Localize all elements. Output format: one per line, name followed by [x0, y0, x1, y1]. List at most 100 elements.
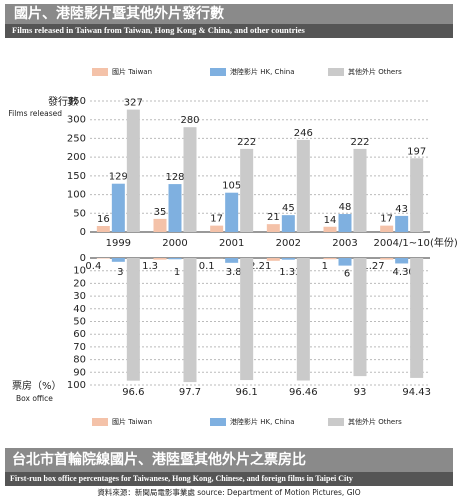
legend-label: 其他外片 Others	[348, 417, 402, 426]
bar	[153, 258, 167, 260]
y-tick-label: 200	[67, 152, 86, 163]
bar	[225, 192, 239, 232]
subtitle-band	[5, 472, 453, 486]
legend-label: 港陸影片 HK, China	[230, 417, 295, 426]
value-label: 48	[339, 202, 352, 213]
bar	[338, 214, 352, 232]
bar	[410, 258, 424, 378]
x-tick-label: 2004/1~10	[374, 238, 430, 249]
value-label: 105	[222, 181, 241, 192]
chart-title: 台北市首輪院線國片、港陸暨其他外片之票房比	[12, 451, 306, 468]
value-label: 1.33	[279, 267, 301, 278]
x-tick-label: 2001	[219, 238, 244, 249]
legend-swatch	[92, 418, 108, 426]
value-label: 16	[97, 214, 110, 225]
bar	[111, 258, 125, 262]
value-label: 197	[407, 146, 426, 157]
y-label: 票房（%）	[12, 379, 62, 392]
value-label: 1	[174, 267, 180, 278]
x-tick-label: 2002	[276, 238, 301, 249]
legend-swatch	[210, 68, 226, 76]
bar	[410, 158, 424, 232]
bar	[395, 258, 409, 264]
x-tick-label: 2000	[162, 238, 187, 249]
bar	[111, 183, 125, 232]
bar	[183, 258, 197, 383]
source: 資料來源：新聞局電影事業處 source: Department of Moti…	[97, 487, 360, 497]
y-tick-label: 150	[67, 171, 86, 182]
value-label: 6	[344, 269, 350, 280]
legend-swatch	[210, 418, 226, 426]
value-label: 93	[354, 387, 367, 398]
title-band	[5, 448, 453, 472]
value-label: 14	[324, 215, 337, 226]
value-label: 1	[322, 261, 328, 272]
legend-swatch	[328, 68, 344, 76]
bar	[323, 226, 337, 232]
chart-subtitle: Films released in Taiwan from Taiwan, Ho…	[12, 25, 306, 35]
legend-swatch	[92, 68, 108, 76]
value-label: 17	[210, 214, 223, 225]
y-tick-label: 350	[67, 96, 86, 107]
value-label: 1.27	[362, 261, 384, 272]
bar	[296, 258, 310, 381]
value-label: 35	[154, 207, 167, 218]
value-label: 246	[294, 128, 313, 139]
y-tick-label: 250	[67, 133, 86, 144]
bar	[266, 224, 280, 232]
value-label: 96.6	[122, 387, 144, 398]
value-label: 94.43	[402, 387, 431, 398]
y-tick-label: 80	[73, 355, 86, 366]
value-label: 280	[180, 115, 199, 126]
value-label: 128	[165, 172, 184, 183]
y-tick-label: 300	[67, 115, 86, 126]
value-label: 1.3	[142, 261, 158, 272]
value-label: 222	[237, 137, 256, 148]
bar	[323, 258, 337, 260]
subtitle-band	[5, 24, 453, 38]
y-tick-label: 40	[73, 304, 86, 315]
value-label: 3	[117, 267, 123, 278]
bar	[380, 258, 394, 260]
value-label: 129	[109, 172, 128, 183]
chart-subtitle: First-run box office percentages for Tai…	[10, 474, 353, 483]
bar	[126, 258, 140, 381]
bar	[353, 258, 367, 377]
bar	[296, 139, 310, 232]
y-label-en: Box office	[16, 394, 53, 403]
legend-label: 國片 Taiwan	[112, 67, 152, 76]
legend-label: 港陸影片 HK, China	[230, 67, 295, 76]
x-tick-label: 1999	[106, 238, 131, 249]
bar	[225, 258, 239, 263]
y-tick-label: 0	[80, 253, 86, 264]
bar	[183, 127, 197, 232]
value-label: 4.30	[393, 267, 415, 278]
value-label: 97.7	[179, 387, 201, 398]
value-label: 222	[350, 137, 369, 148]
y-tick-label: 50	[73, 208, 86, 219]
bar	[395, 215, 409, 232]
value-label: 45	[282, 203, 295, 214]
y-tick-label: 100	[67, 380, 86, 391]
bar	[380, 225, 394, 232]
value-label: 43	[395, 204, 408, 215]
value-label: 21	[267, 212, 280, 223]
bar	[266, 258, 280, 261]
legend-label: 其他外片 Others	[348, 67, 402, 76]
value-label: 96.46	[289, 387, 318, 398]
bar	[240, 148, 254, 232]
bar	[96, 226, 110, 232]
y-tick-label: 60	[73, 329, 86, 340]
y-label-en: Films released	[8, 109, 62, 118]
y-tick-label: 0	[80, 227, 86, 238]
value-label: 3.8	[226, 267, 242, 278]
value-label: 0.1	[199, 261, 215, 272]
y-tick-label: 50	[73, 317, 86, 328]
legend-label: 國片 Taiwan	[112, 417, 152, 426]
value-label: 2.21	[249, 261, 271, 272]
legend-swatch	[328, 418, 344, 426]
bar	[168, 184, 182, 232]
y-tick-label: 70	[73, 342, 86, 353]
bar	[281, 215, 295, 232]
